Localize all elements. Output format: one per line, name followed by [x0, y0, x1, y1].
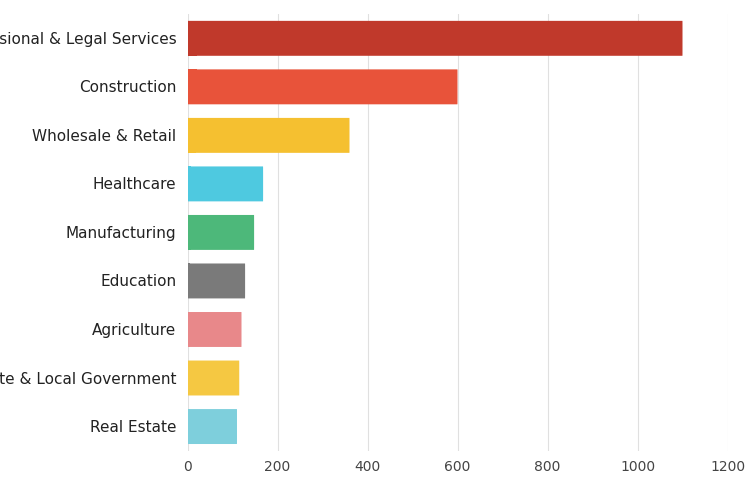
- FancyBboxPatch shape: [188, 361, 239, 396]
- FancyBboxPatch shape: [188, 22, 682, 57]
- Bar: [188, 264, 190, 299]
- Bar: [188, 22, 196, 57]
- Bar: [188, 215, 190, 250]
- FancyBboxPatch shape: [188, 313, 242, 347]
- Bar: [188, 70, 196, 105]
- FancyBboxPatch shape: [188, 409, 237, 444]
- FancyBboxPatch shape: [188, 264, 245, 299]
- Bar: [188, 313, 190, 347]
- Bar: [188, 167, 191, 202]
- Bar: [188, 119, 196, 153]
- FancyBboxPatch shape: [188, 167, 263, 202]
- FancyBboxPatch shape: [188, 119, 350, 153]
- FancyBboxPatch shape: [188, 70, 458, 105]
- Bar: [188, 361, 190, 396]
- Bar: [188, 409, 190, 444]
- FancyBboxPatch shape: [188, 215, 254, 250]
